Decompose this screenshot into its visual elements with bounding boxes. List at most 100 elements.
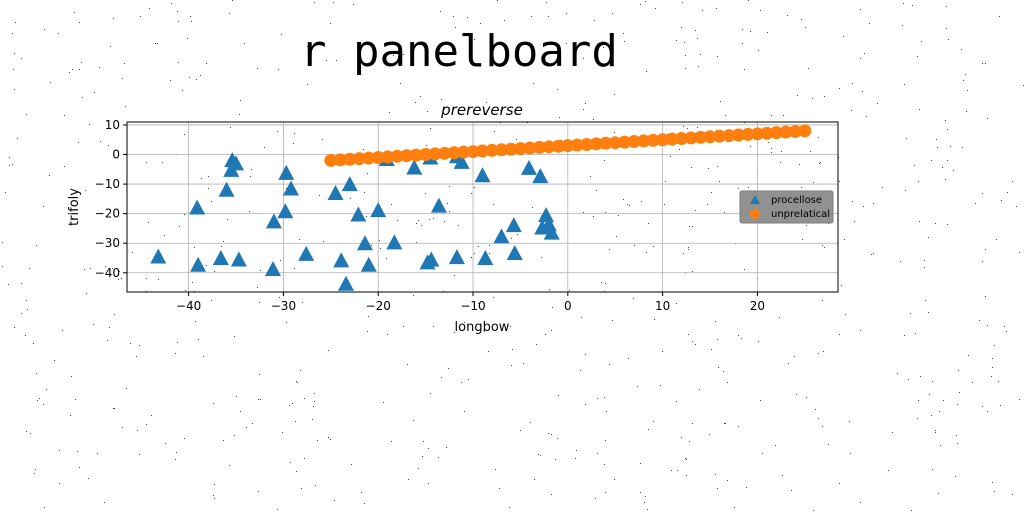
- noise-dot: [509, 507, 510, 508]
- noise-dot: [750, 31, 751, 32]
- noise-dot: [648, 429, 649, 430]
- point-procellose: [506, 244, 523, 260]
- noise-dot: [655, 8, 656, 9]
- noise-dot: [108, 145, 109, 146]
- noise-dot: [843, 36, 844, 37]
- grid-lines: [127, 122, 838, 292]
- noise-dot: [670, 156, 671, 157]
- point-unprelatical: [798, 124, 812, 138]
- noise-dot: [403, 326, 404, 327]
- noise-dot: [928, 312, 929, 313]
- noise-dot: [464, 411, 465, 412]
- noise-dot: [685, 458, 686, 459]
- chart-title: prereverse: [440, 101, 523, 119]
- noise-dot: [446, 447, 447, 448]
- noise-dot: [979, 320, 980, 321]
- point-unprelatical: [523, 141, 537, 155]
- noise-dot: [493, 204, 494, 205]
- noise-dot: [908, 379, 909, 380]
- noise-dot: [258, 491, 259, 492]
- noise-dot: [229, 13, 230, 14]
- point-procellose: [474, 167, 491, 183]
- x-axis-label: longbow: [455, 320, 510, 335]
- noise-dot: [860, 58, 861, 59]
- noise-dot: [947, 224, 948, 225]
- noise-dot: [511, 365, 512, 366]
- noise-dot: [985, 249, 986, 250]
- noise-dot: [155, 43, 156, 44]
- point-unprelatical: [362, 151, 376, 165]
- noise-dot: [623, 33, 624, 34]
- noise-dot: [206, 63, 207, 64]
- noise-dot: [924, 260, 925, 261]
- noise-dot: [717, 339, 718, 340]
- noise-dot: [114, 314, 115, 315]
- noise-dot: [70, 415, 71, 416]
- noise-dot: [244, 43, 245, 44]
- noise-dot: [719, 181, 720, 182]
- noise-dot: [213, 495, 214, 496]
- noise-dot: [480, 23, 481, 24]
- noise-dot: [368, 316, 369, 317]
- point-procellose: [538, 207, 555, 223]
- noise-dot: [137, 430, 138, 431]
- point-procellose: [386, 234, 403, 250]
- legend: procellose unprelatical: [739, 190, 834, 224]
- noise-dot: [449, 211, 450, 212]
- noise-dot: [614, 132, 615, 133]
- noise-dot: [122, 78, 123, 79]
- noise-dot: [595, 498, 596, 499]
- noise-dot: [203, 356, 204, 357]
- noise-dot: [725, 423, 726, 424]
- point-unprelatical: [703, 130, 717, 144]
- noise-dot: [711, 192, 712, 193]
- noise-dot: [433, 218, 434, 219]
- noise-dot: [30, 433, 31, 434]
- noise-dot: [947, 129, 948, 130]
- noise-dot: [78, 142, 79, 143]
- noise-dot: [919, 221, 920, 222]
- point-procellose: [356, 235, 373, 251]
- noise-dot: [1016, 206, 1017, 207]
- noise-dot: [818, 353, 819, 354]
- noise-dot: [190, 16, 191, 17]
- noise-dot: [551, 434, 552, 435]
- noise-dot: [958, 370, 959, 371]
- noise-dot: [801, 19, 802, 20]
- legend-label-unprelatical: unprelatical: [771, 209, 830, 220]
- noise-dot: [555, 459, 556, 460]
- noise-dot: [945, 120, 946, 121]
- point-unprelatical: [769, 126, 783, 140]
- noise-dot: [132, 252, 133, 253]
- noise-dot: [114, 240, 115, 241]
- noise-dot: [296, 381, 297, 382]
- noise-dot: [34, 473, 35, 474]
- noise-dot: [290, 462, 291, 463]
- noise-dot: [547, 62, 548, 63]
- noise-dot: [994, 491, 995, 492]
- point-procellose: [327, 184, 344, 200]
- noise-dot: [25, 335, 26, 336]
- noise-dot: [946, 28, 947, 29]
- noise-dot: [932, 469, 933, 470]
- noise-dot: [813, 510, 814, 511]
- noise-dot: [918, 181, 919, 182]
- noise-dot: [201, 178, 202, 179]
- noise-dot: [119, 271, 120, 272]
- noise-dot: [681, 27, 682, 28]
- noise-dot: [685, 68, 686, 69]
- noise-dot: [64, 166, 65, 167]
- noise-dot: [684, 42, 685, 43]
- noise-dot: [118, 279, 119, 280]
- point-procellose: [264, 260, 281, 276]
- noise-dot: [230, 127, 231, 128]
- noise-dot: [486, 102, 487, 103]
- noise-dot: [489, 253, 490, 254]
- noise-dot: [561, 140, 562, 141]
- point-procellose: [360, 256, 377, 272]
- noise-dot: [184, 438, 185, 439]
- noise-dot: [44, 507, 45, 508]
- noise-dot: [178, 62, 179, 63]
- noise-dot: [37, 400, 38, 401]
- noise-dot: [660, 385, 661, 386]
